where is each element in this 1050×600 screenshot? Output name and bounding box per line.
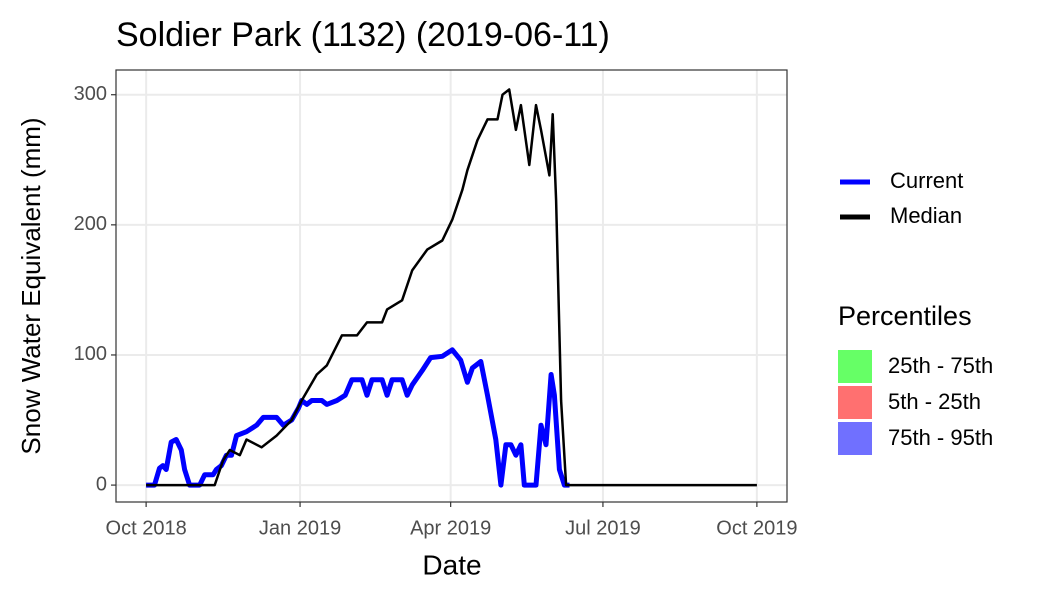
x-tick-label: Jan 2019 bbox=[259, 517, 341, 539]
legend-label: 25th - 75th bbox=[888, 353, 993, 378]
legend-swatch bbox=[838, 350, 872, 383]
legend-swatch bbox=[838, 422, 872, 455]
plot-border bbox=[115, 69, 788, 503]
legend-label: 5th - 25th bbox=[888, 389, 981, 414]
series-line bbox=[146, 347, 570, 488]
x-tick-label: Apr 2019 bbox=[410, 517, 491, 539]
legend-title: Percentiles bbox=[838, 301, 972, 331]
y-tick-label: 0 bbox=[96, 473, 107, 495]
y-axis-label: Snow Water Equivalent (mm) bbox=[16, 117, 46, 454]
x-tick-label: Jul 2019 bbox=[565, 517, 641, 539]
legend-label: Current bbox=[890, 168, 963, 193]
x-tick-label: Oct 2019 bbox=[716, 517, 797, 539]
series-line bbox=[146, 88, 757, 487]
legend-label: 75th - 95th bbox=[888, 425, 993, 450]
y-tick-label: 200 bbox=[74, 213, 107, 235]
x-tick-label: Oct 2018 bbox=[106, 517, 187, 539]
x-axis-label: Date bbox=[422, 549, 481, 580]
y-tick-label: 100 bbox=[74, 343, 107, 365]
y-tick-label: 300 bbox=[74, 83, 107, 105]
legend-swatch bbox=[838, 386, 872, 419]
legend-label: Median bbox=[890, 203, 962, 228]
chart-title: Soldier Park (1132) (2019-06-11) bbox=[116, 16, 610, 54]
